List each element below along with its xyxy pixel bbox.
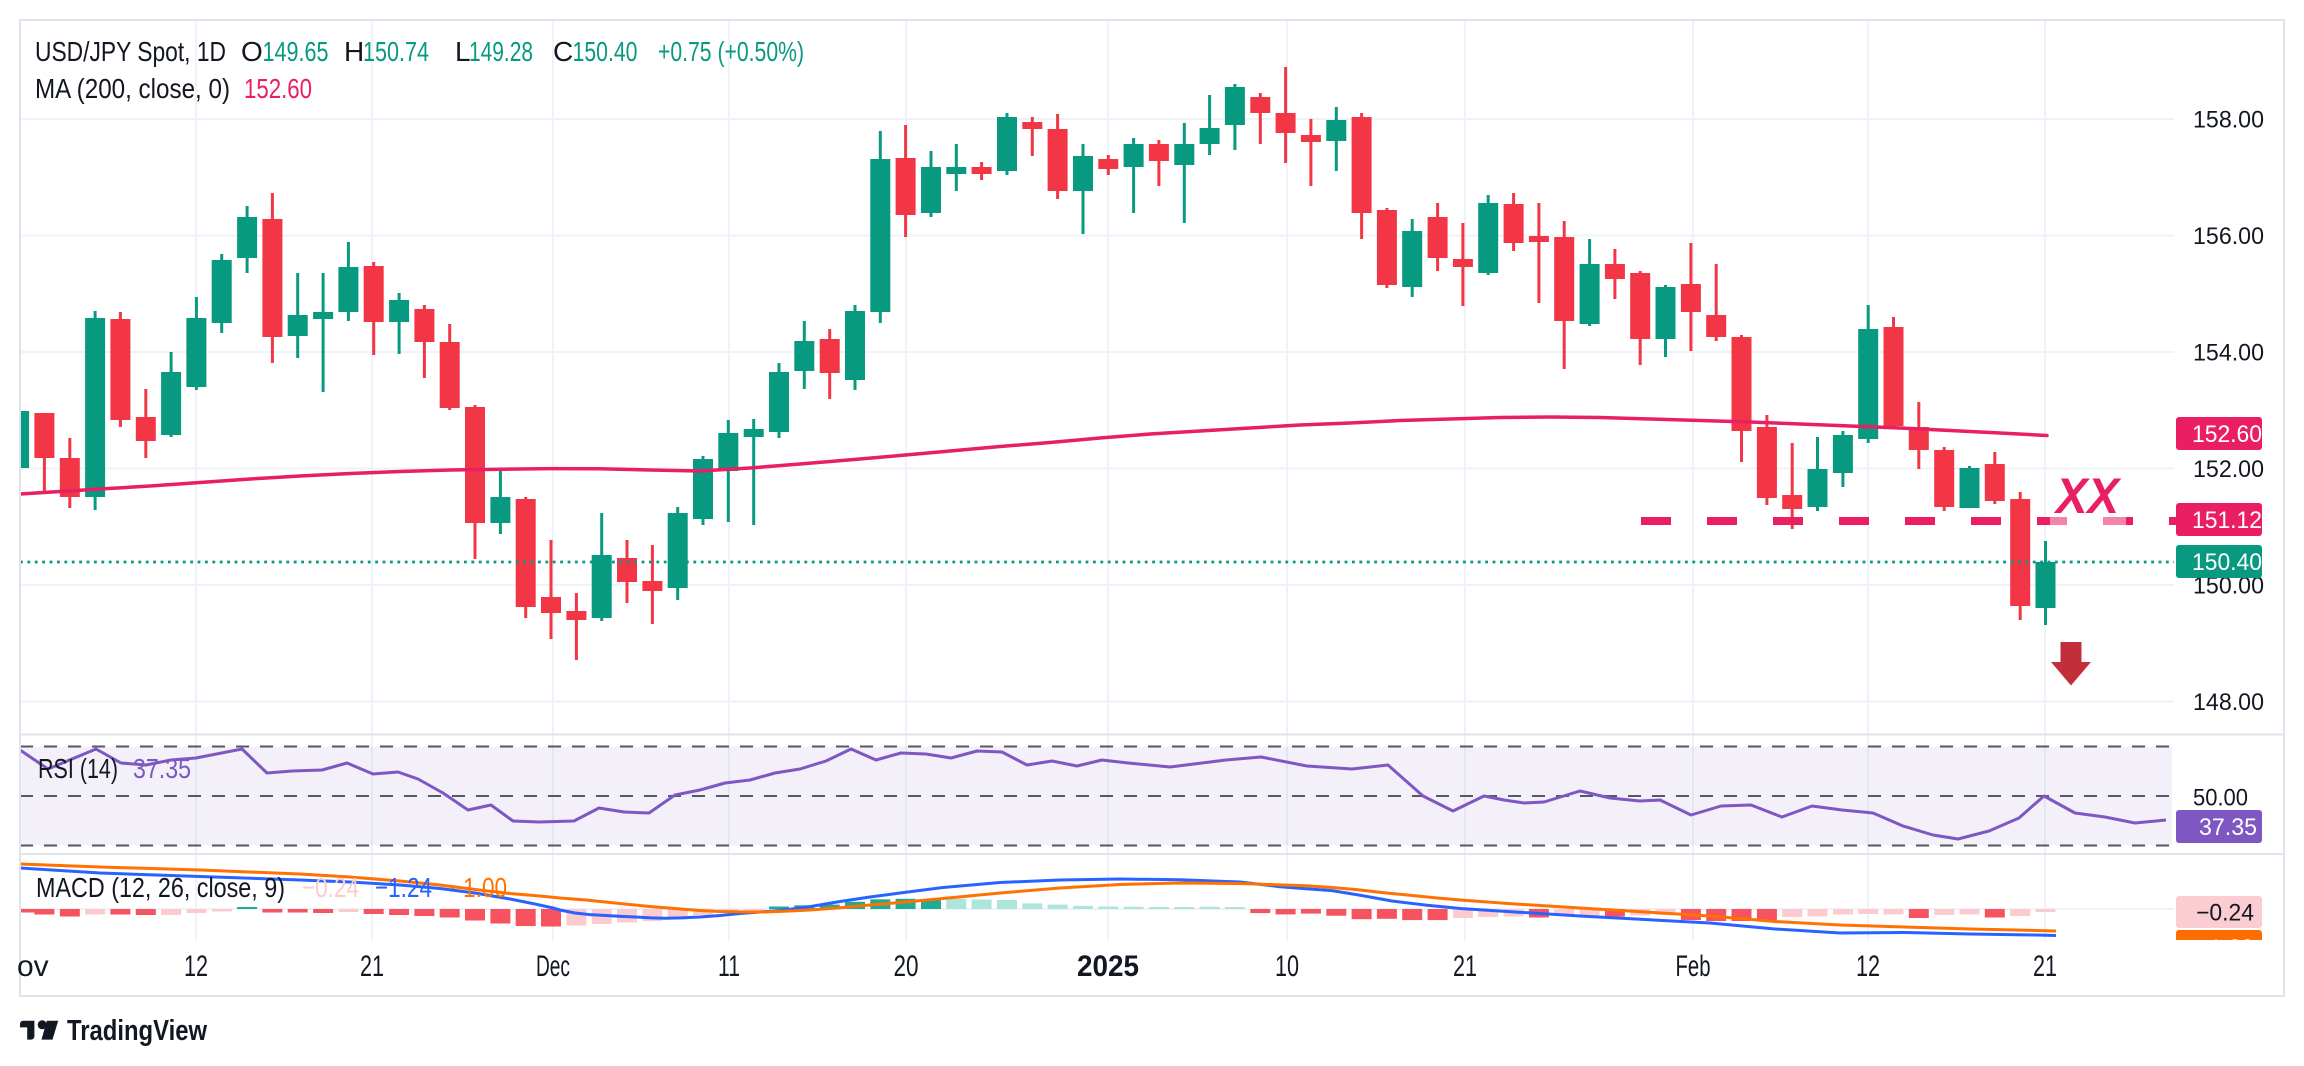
svg-text:2025: 2025 bbox=[1077, 950, 1139, 983]
svg-text:152.60: 152.60 bbox=[244, 73, 312, 104]
svg-text:150.40: 150.40 bbox=[573, 36, 638, 67]
svg-text:151.12: 151.12 bbox=[2192, 507, 2262, 534]
svg-text:158.00: 158.00 bbox=[2193, 107, 2264, 134]
svg-text:150.74: 150.74 bbox=[363, 36, 429, 67]
svg-text:Dec: Dec bbox=[536, 950, 570, 983]
svg-text:MACD (12, 26, close, 9): MACD (12, 26, close, 9) bbox=[36, 872, 285, 903]
svg-text:O: O bbox=[241, 36, 263, 67]
svg-text:21: 21 bbox=[1453, 950, 1477, 983]
svg-text:−0.24: −0.24 bbox=[302, 872, 359, 903]
svg-text:−1.00: −1.00 bbox=[450, 872, 507, 903]
svg-text:−0.24: −0.24 bbox=[2196, 900, 2254, 927]
svg-text:+0.75 (+0.50%): +0.75 (+0.50%) bbox=[658, 36, 804, 67]
svg-text:148.00: 148.00 bbox=[2193, 689, 2264, 716]
svg-text:152.00: 152.00 bbox=[2193, 456, 2264, 483]
svg-text:−1.00: −1.00 bbox=[2196, 935, 2254, 962]
svg-text:−1.24: −1.24 bbox=[375, 872, 432, 903]
svg-text:USD/JPY Spot, 1D: USD/JPY Spot, 1D bbox=[35, 36, 226, 67]
svg-text:37.35: 37.35 bbox=[2199, 814, 2257, 841]
svg-text:50.00: 50.00 bbox=[2193, 785, 2248, 812]
svg-text:ov: ov bbox=[17, 950, 49, 983]
svg-text:XX: XX bbox=[2053, 468, 2121, 524]
svg-text:149.28: 149.28 bbox=[469, 36, 533, 67]
svg-text:12: 12 bbox=[1856, 950, 1880, 983]
svg-text:MA (200, close, 0): MA (200, close, 0) bbox=[35, 73, 230, 104]
svg-text:37.35: 37.35 bbox=[133, 753, 191, 784]
svg-text:154.00: 154.00 bbox=[2193, 340, 2264, 367]
svg-text:150.40: 150.40 bbox=[2192, 549, 2262, 576]
svg-text:C: C bbox=[553, 36, 573, 67]
svg-text:156.00: 156.00 bbox=[2193, 223, 2264, 250]
svg-text:12: 12 bbox=[184, 950, 208, 983]
svg-text:11: 11 bbox=[718, 950, 740, 983]
svg-text:149.65: 149.65 bbox=[263, 36, 329, 67]
svg-text:L: L bbox=[455, 36, 471, 67]
svg-text:10: 10 bbox=[1275, 950, 1299, 983]
svg-text:21: 21 bbox=[2033, 950, 2057, 983]
svg-text:RSI (14): RSI (14) bbox=[38, 753, 118, 784]
svg-text:21: 21 bbox=[360, 950, 384, 983]
svg-text:20: 20 bbox=[894, 950, 919, 983]
svg-text:TradingView: TradingView bbox=[67, 1015, 207, 1047]
svg-text:Feb: Feb bbox=[1676, 950, 1711, 983]
svg-text:H: H bbox=[344, 36, 364, 67]
svg-text:152.60: 152.60 bbox=[2192, 421, 2262, 448]
